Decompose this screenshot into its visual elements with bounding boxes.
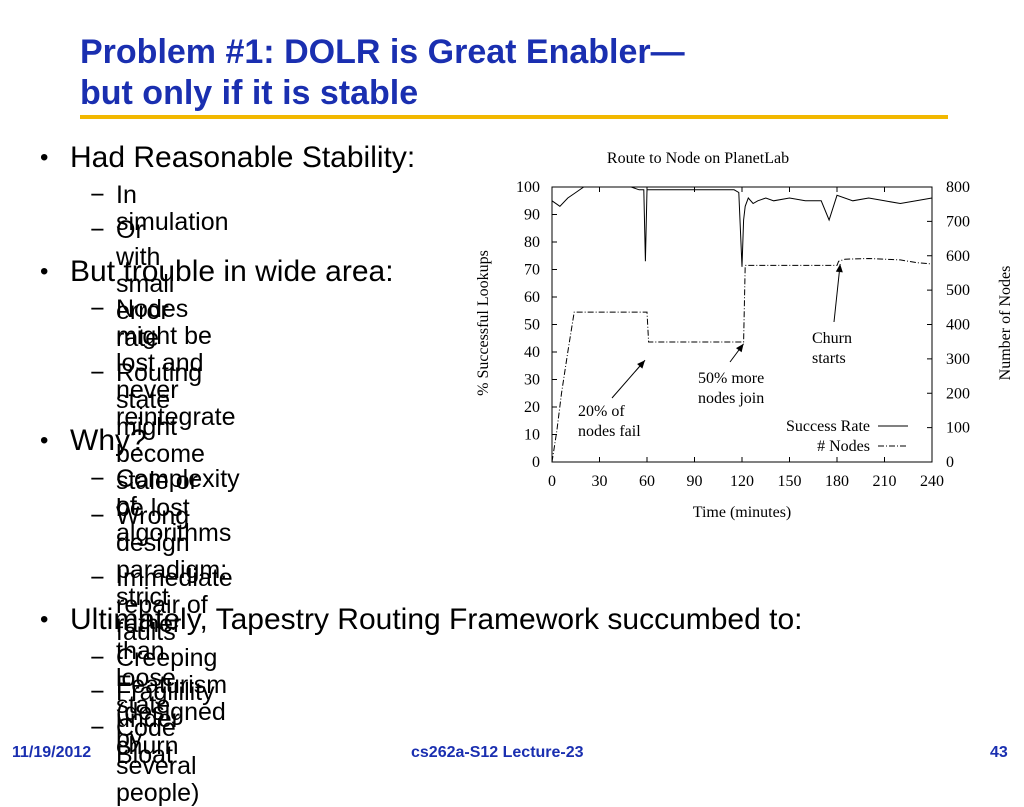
- sub-dash: −: [90, 678, 105, 706]
- sub-dash: −: [90, 644, 105, 672]
- sub-small-error-rate: Or with small error rate: [116, 216, 175, 352]
- sub-dash: −: [90, 216, 105, 244]
- title-line-1: Problem #1: DOLR is Great Enabler—: [80, 33, 685, 71]
- footer-date: 11/19/2012: [12, 744, 92, 761]
- y-right-tick-label: 600: [946, 248, 970, 265]
- sub-routing-state: Routing state might become stale or be l…: [116, 360, 205, 522]
- sub-fragility: Fragilility under churn: [116, 678, 215, 760]
- sub-wrong-design-line-1: Wrong design paradigm:: [116, 502, 228, 584]
- y-right-tick-label: 500: [946, 282, 970, 299]
- x-tick-label: 120: [730, 473, 754, 490]
- annotation-text: nodes fail: [578, 423, 641, 440]
- bullet-why: Why?: [70, 424, 147, 457]
- sub-nodes-lost-line-2: never reintegrate: [116, 376, 236, 431]
- y-axis-label-right: Number of Nodes: [997, 266, 1014, 381]
- sub-dash: −: [90, 714, 105, 742]
- y-left-tick-label: 80: [524, 234, 540, 251]
- annotation-arrowhead: [835, 264, 843, 273]
- bullet-dot: •: [40, 606, 49, 633]
- series-nodes-line: [551, 257, 933, 463]
- bullet-stability: Had Reasonable Stability:: [70, 141, 416, 174]
- x-tick-label: 90: [687, 473, 703, 490]
- y-right-tick-label: 300: [946, 351, 970, 368]
- sub-routing-state-line-2: become stale or be lost: [116, 440, 205, 522]
- sub-dash: −: [90, 564, 105, 592]
- y-right-tick-label: 0: [946, 454, 954, 471]
- annotation-text: 20% of: [578, 403, 625, 420]
- annotation-arrow: [611, 359, 646, 399]
- chart-annotations: 20% of nodes fail 50% more nodes join Churn s…: [578, 263, 852, 440]
- series-success-rate-line: [551, 186, 933, 267]
- y-left-tick-label: 60: [524, 289, 540, 306]
- sub-dash: −: [90, 295, 105, 323]
- x-tick-label: 150: [778, 473, 802, 490]
- bullet-wide-area: But trouble in wide area:: [70, 255, 394, 288]
- legend-nodes: # Nodes: [817, 438, 870, 455]
- chart-ticks: 0 30 60 90 120 150 180 210 240010203040506070809…: [516, 179, 970, 490]
- sub-nodes-lost: Nodes might be lost and never reintegrat…: [116, 296, 236, 431]
- slide-title: Problem #1: DOLR is Great Enabler— but o…: [80, 32, 980, 114]
- sub-immediate-repair: Immediate repair of faults: [116, 564, 233, 646]
- x-tick-label: 210: [873, 473, 897, 490]
- sub-dash: −: [90, 359, 105, 387]
- bullet-ultimately: Ultimately, Tapestry Routing Framework s…: [70, 603, 803, 636]
- bullet-dot: •: [40, 427, 49, 454]
- x-tick-label: 0: [548, 473, 556, 490]
- y-left-tick-label: 50: [524, 317, 540, 334]
- sub-dash: −: [90, 502, 105, 530]
- y-right-tick-label: 200: [946, 385, 970, 402]
- annotation-text: Churn: [812, 330, 852, 347]
- bullet-dot: •: [40, 144, 49, 171]
- sub-complexity: Complexity of algorithms: [116, 465, 240, 547]
- y-right-tick-label: 400: [946, 317, 970, 334]
- y-left-tick-label: 100: [516, 179, 540, 196]
- y-left-tick-label: 30: [524, 372, 540, 389]
- annotation-arrowhead: [735, 343, 744, 353]
- sub-routing-state-line-1: Routing state might: [116, 359, 203, 441]
- x-tick-label: 180: [825, 473, 849, 490]
- legend-success-rate: Success Rate: [786, 418, 870, 435]
- annotation-arrowhead: [637, 360, 645, 369]
- x-tick-label: 240: [920, 473, 944, 490]
- sub-wrong-design-line-2: strict rather than loose state: [116, 583, 182, 719]
- sub-dash: −: [90, 465, 105, 493]
- annotation: Churn starts: [812, 263, 852, 367]
- chart-legend: Success Rate # Nodes: [786, 418, 908, 455]
- y-left-tick-label: 90: [524, 207, 540, 224]
- annotation: 20% of nodes fail: [578, 359, 646, 440]
- annotation-arrow: [833, 263, 841, 323]
- y-left-tick-label: 70: [524, 262, 540, 279]
- sub-dash: −: [90, 181, 105, 209]
- annotation-text: 50% more: [698, 370, 764, 387]
- annotation-text: starts: [812, 350, 846, 367]
- annotation: 50% more nodes join: [698, 343, 764, 407]
- x-axis-label: Time (minutes): [693, 504, 792, 521]
- y-right-tick-label: 800: [946, 179, 970, 196]
- x-tick-label: 30: [592, 473, 608, 490]
- chart-title: Route to Node on PlanetLab: [607, 150, 789, 167]
- footer-page-number: 43: [990, 744, 1008, 761]
- chart-frame: [551, 186, 933, 463]
- y-axis-label-left: % Successful Lookups: [475, 250, 492, 396]
- annotation-text: nodes join: [698, 390, 764, 407]
- route-chart: Route to Node on PlanetLab 0 30 60 90 120 150…: [475, 150, 1014, 521]
- y-left-tick-label: 20: [524, 399, 540, 416]
- sub-wrong-design: Wrong design paradigm: strict rather tha…: [116, 503, 227, 719]
- sub-nodes-lost-line-1: Nodes might be lost and: [116, 295, 212, 377]
- y-left-tick-label: 0: [532, 454, 540, 471]
- title-line-2: but only if it is stable: [80, 74, 419, 112]
- sub-in-simulation: In simulation: [116, 181, 229, 236]
- y-left-tick-label: 10: [524, 427, 540, 444]
- footer-course: cs262a-S12 Lecture-23: [411, 744, 584, 761]
- sub-code-bloat: Code Bloat: [116, 714, 176, 769]
- title-underline: [80, 115, 948, 119]
- bullet-dot: •: [40, 258, 49, 285]
- plot-frame: [551, 186, 933, 463]
- chart-series: [551, 186, 933, 463]
- x-tick-label: 60: [639, 473, 655, 490]
- y-left-tick-label: 40: [524, 344, 540, 361]
- y-right-tick-label: 100: [946, 420, 970, 437]
- y-right-tick-label: 700: [946, 213, 970, 230]
